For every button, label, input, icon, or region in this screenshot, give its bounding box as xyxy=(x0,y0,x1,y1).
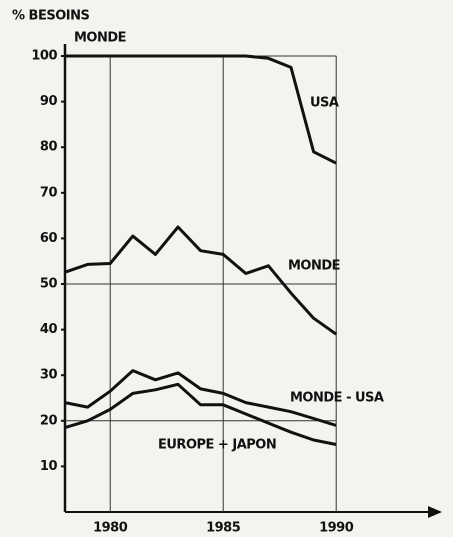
y-tick-label: 10 xyxy=(40,459,58,474)
series-label: MONDE - USA xyxy=(290,391,384,406)
y-tick-label: 30 xyxy=(40,368,58,383)
series-line xyxy=(64,369,337,427)
chart-subtitle: MONDE xyxy=(74,31,126,46)
y-tick-label: 90 xyxy=(40,94,58,109)
series-label: USA xyxy=(310,96,339,111)
y-tick-label: 70 xyxy=(40,185,58,200)
y-tick-label: 20 xyxy=(40,413,58,428)
chart-title: % BESOINS xyxy=(12,9,89,24)
y-tick-label: 100 xyxy=(31,49,57,64)
series-line xyxy=(64,382,337,446)
series-line xyxy=(65,54,337,165)
y-tick-label: 80 xyxy=(40,140,58,155)
x-tick-label: 1985 xyxy=(206,521,241,536)
x-axis-arrow xyxy=(428,506,442,518)
series-line xyxy=(64,225,338,336)
series-label: MONDE xyxy=(288,259,340,274)
x-tick-label: 1990 xyxy=(319,521,354,536)
series-label: EUROPE + JAPON xyxy=(158,438,276,453)
x-tick-label: 1980 xyxy=(93,521,128,536)
y-tick-label: 50 xyxy=(40,277,58,292)
y-tick-label: 40 xyxy=(40,322,58,337)
y-tick-label: 60 xyxy=(40,231,58,246)
